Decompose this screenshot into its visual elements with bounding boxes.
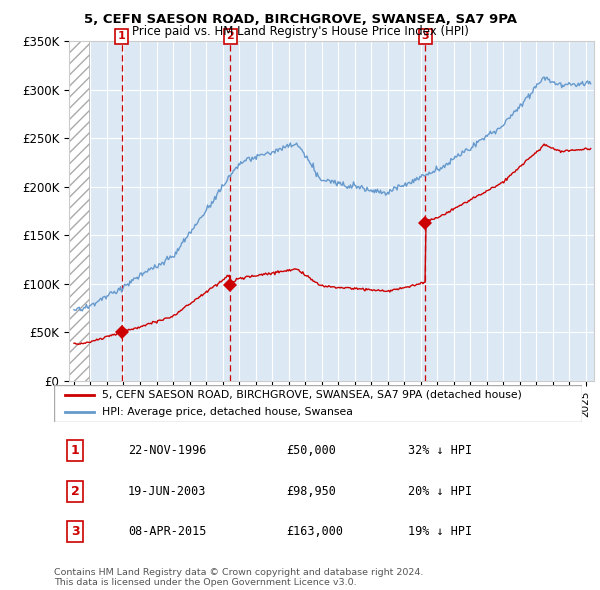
Text: £163,000: £163,000 [286,525,343,538]
Text: 1: 1 [118,31,125,41]
Text: 08-APR-2015: 08-APR-2015 [128,525,206,538]
Text: 32% ↓ HPI: 32% ↓ HPI [408,444,472,457]
Text: 5, CEFN SAESON ROAD, BIRCHGROVE, SWANSEA, SA7 9PA: 5, CEFN SAESON ROAD, BIRCHGROVE, SWANSEA… [83,13,517,26]
Text: 2: 2 [226,31,234,41]
Text: 22-NOV-1996: 22-NOV-1996 [128,444,206,457]
Text: HPI: Average price, detached house, Swansea: HPI: Average price, detached house, Swan… [101,407,352,417]
Text: 20% ↓ HPI: 20% ↓ HPI [408,484,472,498]
Text: £98,950: £98,950 [286,484,336,498]
Text: £50,000: £50,000 [286,444,336,457]
Bar [69,41,89,381]
Text: 19% ↓ HPI: 19% ↓ HPI [408,525,472,538]
Text: 5, CEFN SAESON ROAD, BIRCHGROVE, SWANSEA, SA7 9PA (detached house): 5, CEFN SAESON ROAD, BIRCHGROVE, SWANSEA… [101,390,521,399]
Text: 1: 1 [71,444,79,457]
Text: 2: 2 [71,484,79,498]
Text: Price paid vs. HM Land Registry's House Price Index (HPI): Price paid vs. HM Land Registry's House … [131,25,469,38]
Text: Contains HM Land Registry data © Crown copyright and database right 2024.
This d: Contains HM Land Registry data © Crown c… [54,568,424,587]
FancyBboxPatch shape [54,385,582,422]
Text: 3: 3 [71,525,79,538]
Text: 19-JUN-2003: 19-JUN-2003 [128,484,206,498]
Text: 3: 3 [421,31,429,41]
